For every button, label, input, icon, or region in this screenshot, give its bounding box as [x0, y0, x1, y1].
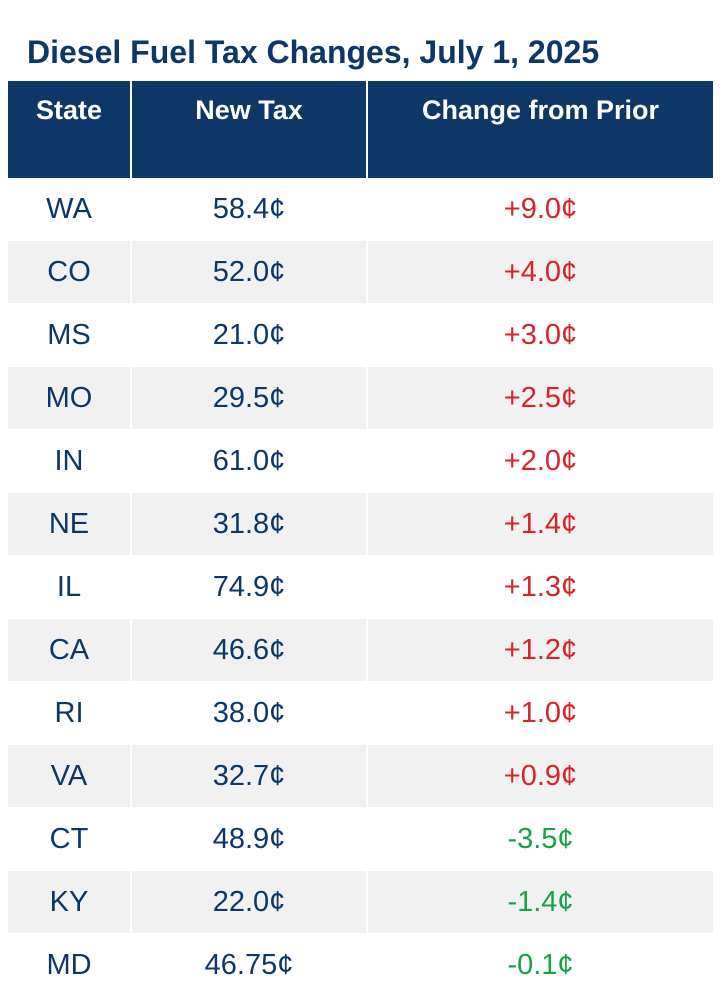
new-tax-cell: 61.0¢: [131, 429, 368, 493]
new-tax-cell: 46.75¢: [131, 933, 368, 997]
new-tax-cell: 31.8¢: [131, 492, 368, 556]
change-cell: +4.0¢: [367, 240, 713, 304]
change-cell: +3.0¢: [367, 303, 713, 367]
state-cell: VA: [8, 744, 132, 808]
table-row: IL 74.9¢ +1.3¢: [8, 555, 713, 619]
table-body: WA 58.4¢ +9.0¢ CO 52.0¢ +4.0¢ MS 21.0¢ +3.0¢ MO 29…: [8, 178, 713, 997]
header-new-tax: New Tax: [131, 81, 368, 178]
header-change-from-prior: Change from Prior: [367, 81, 713, 178]
table-row: NE 31.8¢ +1.4¢: [8, 492, 713, 556]
new-tax-cell: 46.6¢: [131, 618, 368, 682]
state-cell: RI: [8, 681, 132, 745]
state-cell: MD: [8, 933, 132, 997]
header-row: State New Tax Change from Prior: [8, 81, 713, 178]
table-row: MS 21.0¢ +3.0¢: [8, 303, 713, 367]
change-cell: +2.5¢: [367, 366, 713, 430]
table-header: State New Tax Change from Prior: [8, 81, 713, 178]
table-row: CA 46.6¢ +1.2¢: [8, 618, 713, 682]
new-tax-cell: 29.5¢: [131, 366, 368, 430]
change-cell: +1.0¢: [367, 681, 713, 745]
new-tax-cell: 21.0¢: [131, 303, 368, 367]
state-cell: IL: [8, 555, 132, 619]
new-tax-cell: 32.7¢: [131, 744, 368, 808]
state-cell: KY: [8, 870, 132, 934]
state-cell: WA: [8, 178, 132, 241]
change-cell: -0.1¢: [367, 933, 713, 997]
state-cell: NE: [8, 492, 132, 556]
change-cell: +1.4¢: [367, 492, 713, 556]
state-cell: CT: [8, 807, 132, 871]
table-row: IN 61.0¢ +2.0¢: [8, 429, 713, 493]
new-tax-cell: 58.4¢: [131, 178, 368, 241]
diesel-tax-table: State New Tax Change from Prior WA 58.4¢ +…: [8, 81, 713, 997]
table-row: VA 32.7¢ +0.9¢: [8, 744, 713, 808]
state-cell: MS: [8, 303, 132, 367]
table-row: CT 48.9¢ -3.5¢: [8, 807, 713, 871]
change-cell: +2.0¢: [367, 429, 713, 493]
new-tax-cell: 74.9¢: [131, 555, 368, 619]
table-row: MO 29.5¢ +2.5¢: [8, 366, 713, 430]
new-tax-cell: 22.0¢: [131, 870, 368, 934]
header-state: State: [8, 81, 132, 178]
chart-title: Diesel Fuel Tax Changes, July 1, 2025: [27, 34, 600, 70]
change-cell: -1.4¢: [367, 870, 713, 934]
table-row: CO 52.0¢ +4.0¢: [8, 240, 713, 304]
table-row: WA 58.4¢ +9.0¢: [8, 178, 713, 241]
new-tax-cell: 52.0¢: [131, 240, 368, 304]
state-cell: CA: [8, 618, 132, 682]
table-row: KY 22.0¢ -1.4¢: [8, 870, 713, 934]
new-tax-cell: 48.9¢: [131, 807, 368, 871]
change-cell: +9.0¢: [367, 178, 713, 241]
state-cell: IN: [8, 429, 132, 493]
table-row: MD 46.75¢ -0.1¢: [8, 933, 713, 997]
change-cell: -3.5¢: [367, 807, 713, 871]
change-cell: +1.3¢: [367, 555, 713, 619]
state-cell: MO: [8, 366, 132, 430]
state-cell: CO: [8, 240, 132, 304]
change-cell: +0.9¢: [367, 744, 713, 808]
change-cell: +1.2¢: [367, 618, 713, 682]
new-tax-cell: 38.0¢: [131, 681, 368, 745]
table-row: RI 38.0¢ +1.0¢: [8, 681, 713, 745]
